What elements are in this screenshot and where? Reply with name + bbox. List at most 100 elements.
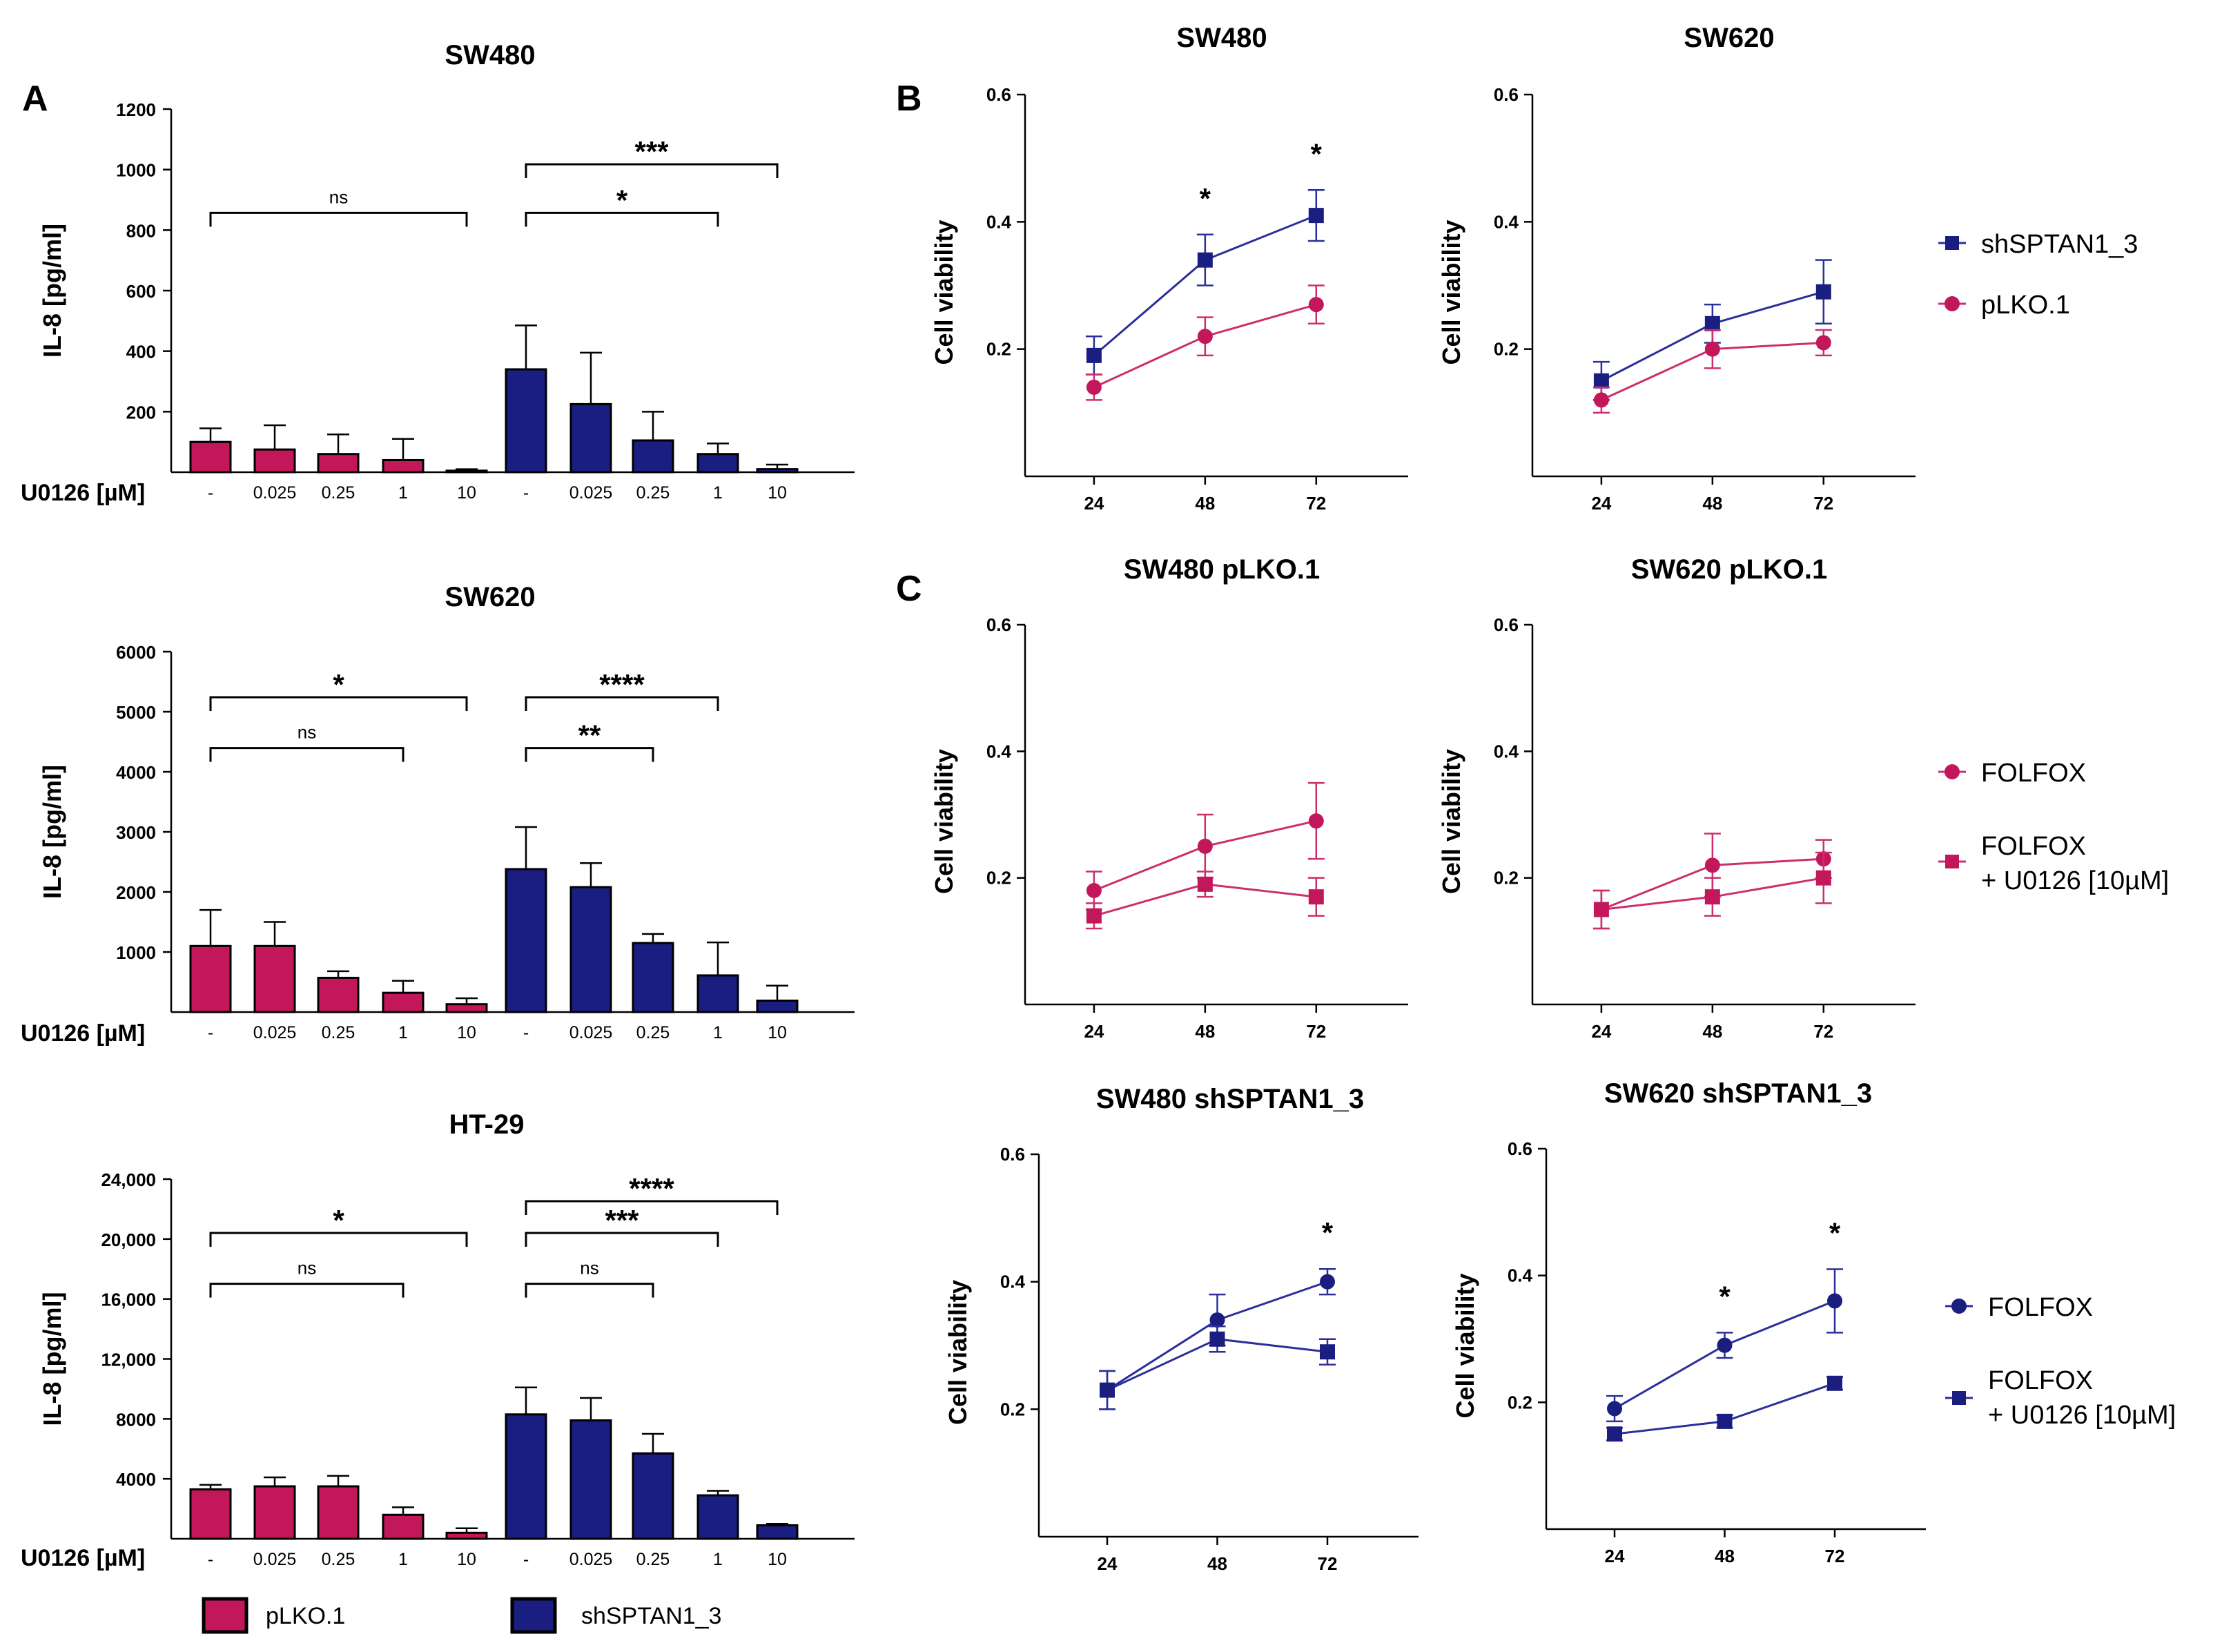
significance-bracket bbox=[209, 747, 405, 762]
data-point-square bbox=[1815, 284, 1831, 300]
bar bbox=[382, 1513, 425, 1540]
x-tick-label: 1 bbox=[713, 1550, 723, 1569]
legend-c1-label-u0126: + U0126 [10µM] bbox=[1981, 866, 2169, 895]
significance-bracket bbox=[209, 696, 468, 711]
y-axis-label: IL-8 [pg/ml] bbox=[38, 224, 66, 358]
data-point-square bbox=[1086, 908, 1102, 924]
significance-bracket bbox=[525, 1200, 779, 1215]
x-tick-label: 1 bbox=[713, 483, 723, 503]
data-point-square bbox=[1827, 1375, 1842, 1391]
y-tick-label: 0.2 bbox=[1000, 1399, 1025, 1419]
legend-b: shSPTAN1_3 pLKO.1 bbox=[1938, 230, 2138, 320]
x-tick-label: 24 bbox=[1591, 493, 1611, 514]
significance-bracket bbox=[525, 1283, 654, 1298]
x-tick-label: 0.25 bbox=[322, 483, 355, 503]
y-tick-label: 0.2 bbox=[986, 868, 1011, 888]
x-tick-label: 10 bbox=[768, 1023, 787, 1042]
y-tick-label: 0.4 bbox=[1000, 1272, 1026, 1292]
panel-label-a: A bbox=[22, 79, 48, 119]
data-point-square bbox=[1197, 252, 1213, 268]
significance-label: ns bbox=[329, 186, 348, 207]
legend-c2-label-folfox2: FOLFOX bbox=[1988, 1366, 2093, 1395]
y-tick-label: 6000 bbox=[116, 642, 156, 663]
y-tick-label: 0.2 bbox=[1508, 1392, 1532, 1412]
chart-title: SW620 bbox=[445, 582, 535, 612]
y-tick-label: 24,000 bbox=[101, 1169, 156, 1190]
y-tick-label: 0.6 bbox=[1494, 614, 1519, 635]
y-tick-label: 2000 bbox=[116, 882, 156, 903]
chart-title: SW620 bbox=[1684, 23, 1774, 53]
y-tick-label: 4000 bbox=[116, 762, 156, 783]
bar bbox=[445, 1531, 488, 1540]
bar bbox=[445, 1003, 488, 1013]
x-tick-label: 48 bbox=[1207, 1553, 1227, 1574]
y-tick-label: 0.4 bbox=[1494, 741, 1519, 761]
significance-label: * bbox=[333, 668, 344, 701]
data-point-circle bbox=[1209, 1312, 1225, 1328]
y-tick-label: 0.6 bbox=[986, 614, 1011, 635]
y-tick-label: 0.6 bbox=[1508, 1138, 1532, 1159]
x-tick-label: 48 bbox=[1195, 1021, 1215, 1042]
legend-label-plko: pLKO.1 bbox=[266, 1603, 345, 1629]
data-point-square bbox=[1815, 870, 1831, 886]
x-tick-label: 24 bbox=[1605, 1546, 1625, 1566]
y-tick-label: 1200 bbox=[116, 99, 156, 120]
x-tick-label: 48 bbox=[1715, 1546, 1735, 1566]
legend-b-label-sh: shSPTAN1_3 bbox=[1981, 230, 2138, 259]
y-tick-label: 0.2 bbox=[1494, 868, 1519, 888]
x-tick-label: 72 bbox=[1318, 1553, 1338, 1574]
bar bbox=[189, 944, 232, 1013]
data-point-square bbox=[1086, 347, 1102, 363]
y-axis-label: Cell viability bbox=[1437, 220, 1465, 365]
data-point-square bbox=[1100, 1382, 1115, 1398]
x-tick-label: 10 bbox=[457, 483, 476, 503]
y-axis-label: IL-8 [pg/ml] bbox=[38, 1292, 66, 1426]
y-tick-label: 200 bbox=[126, 402, 156, 422]
y-tick-label: 5000 bbox=[116, 702, 156, 723]
bar bbox=[317, 976, 360, 1013]
data-point-square bbox=[1717, 1413, 1733, 1429]
data-point-square bbox=[1320, 1344, 1335, 1360]
significance-label: ns bbox=[298, 722, 316, 743]
legend-c-top: FOLFOX FOLFOX + U0126 [10µM] bbox=[1938, 759, 2169, 895]
legend-b-label-plko: pLKO.1 bbox=[1981, 291, 2070, 320]
x-tick-label: 0.25 bbox=[636, 1550, 670, 1569]
y-axis-label: Cell viability bbox=[930, 220, 958, 365]
x-tick-label: 72 bbox=[1813, 1021, 1833, 1042]
data-point-square bbox=[1209, 1331, 1225, 1347]
significance-bracket bbox=[525, 1232, 719, 1247]
x-tick-label: 72 bbox=[1813, 493, 1833, 514]
chart-title: SW620 shSPTAN1_3 bbox=[1604, 1078, 1872, 1109]
bar bbox=[317, 1485, 360, 1540]
x-tick-label: 10 bbox=[457, 1550, 476, 1569]
legend-label-sh: shSPTAN1_3 bbox=[581, 1603, 721, 1629]
x-tick-label: 72 bbox=[1306, 1021, 1326, 1042]
data-point-square bbox=[1593, 902, 1609, 917]
x-tick-label: 0.25 bbox=[322, 1550, 355, 1569]
data-point-circle bbox=[1197, 329, 1213, 344]
x-tick-label: 10 bbox=[768, 1550, 787, 1569]
chart-title: SW480 bbox=[1176, 23, 1267, 53]
bar bbox=[445, 469, 488, 474]
y-tick-label: 0.6 bbox=[986, 84, 1011, 105]
significance-label: ns bbox=[580, 1258, 598, 1279]
data-point-circle bbox=[1815, 335, 1831, 351]
data-point-square bbox=[1197, 876, 1213, 892]
y-tick-label: 0.2 bbox=[1494, 339, 1519, 360]
legend-b-circle-marker bbox=[1945, 296, 1960, 311]
significance-bracket bbox=[525, 696, 719, 711]
bar bbox=[632, 942, 674, 1013]
data-point-circle bbox=[1607, 1401, 1622, 1417]
data-point-circle bbox=[1308, 297, 1324, 313]
y-axis-label: Cell viability bbox=[944, 1280, 972, 1425]
data-point-circle bbox=[1308, 813, 1324, 829]
bar bbox=[569, 886, 612, 1013]
chart-title: SW480 shSPTAN1_3 bbox=[1096, 1084, 1364, 1114]
x-tick-label: 1 bbox=[398, 1550, 408, 1569]
y-tick-label: 3000 bbox=[116, 822, 156, 843]
y-tick-label: 400 bbox=[126, 342, 156, 362]
bar bbox=[189, 1488, 232, 1540]
x-tick-label: 48 bbox=[1195, 493, 1215, 514]
legend-c1-label-folfox2: FOLFOX bbox=[1981, 832, 2086, 861]
